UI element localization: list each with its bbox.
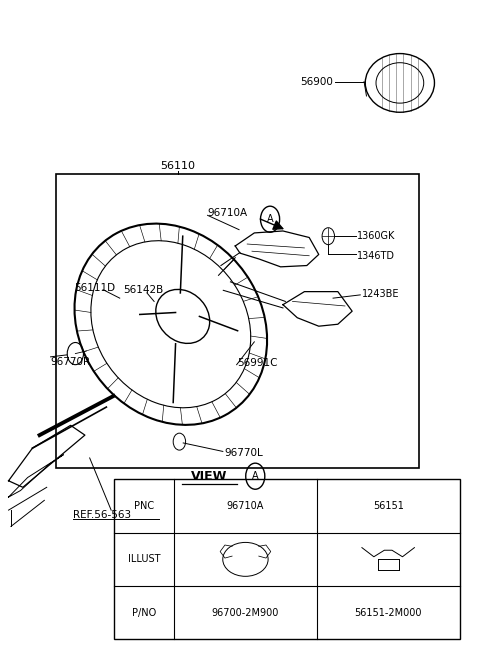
Text: VIEW: VIEW [191,470,227,483]
Bar [114,479,459,639]
Text: 1360GK: 1360GK [357,231,396,241]
Text: 56151-2M000: 56151-2M000 [354,608,422,618]
Text: 96770R: 96770R [50,357,91,367]
Text: 56142B: 56142B [123,285,163,295]
Text: PNC: PNC [134,501,154,511]
Text: 96710A: 96710A [207,208,248,217]
Text: A: A [267,214,274,224]
Text: ILLUST: ILLUST [128,554,160,565]
Text: 1243BE: 1243BE [362,289,399,299]
Text: REF.56-563: REF.56-563 [73,510,131,519]
Text: P/NO: P/NO [132,608,156,618]
Text: 96700-2M900: 96700-2M900 [212,608,279,618]
Text: 96770L: 96770L [225,448,264,458]
Text: 56151: 56151 [373,501,404,511]
Text: 1346TD: 1346TD [357,251,395,261]
Text: A: A [252,471,259,481]
Bar [56,174,419,468]
Text: 96710A: 96710A [227,501,264,511]
Text: 56991C: 56991C [238,358,278,367]
Text: 56111D: 56111D [74,284,116,293]
Text: 56900: 56900 [300,77,333,86]
Text: 56110: 56110 [160,160,195,171]
